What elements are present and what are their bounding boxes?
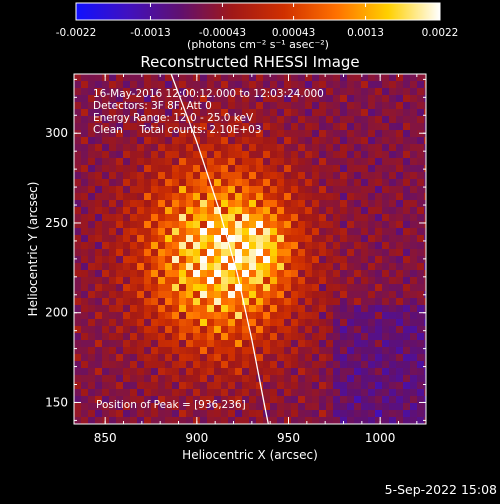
x-tick-label: 900 [185, 431, 208, 445]
annotation-detectors: Detectors: 3F 8F, Att 0 [93, 100, 212, 112]
x-tick-label: 850 [94, 431, 117, 445]
annotation-energy-range: Energy Range: 12.0 - 25.0 keV [93, 112, 254, 124]
footer-date: 5-Sep-2022 15:08 [385, 482, 497, 497]
y-axis-label: Heliocentric Y (arcsec) [26, 182, 40, 317]
y-tick-label: 300 [45, 126, 68, 140]
colorbar-tick-label: -0.00043 [199, 27, 246, 39]
x-axis-label: Heliocentric X (arcsec) [182, 448, 318, 462]
plot-frame [73, 73, 427, 425]
axis-ticks: 850 900 950 1000 150 200 250 300 [45, 74, 426, 445]
x-tick-label: 1000 [365, 431, 396, 445]
colorbar-unit-label: (photons cm⁻² s⁻¹ asec⁻²) [187, 38, 329, 51]
colorbar-tick-label: 0.00043 [272, 27, 315, 39]
y-tick-label: 200 [45, 306, 68, 320]
colorbar [75, 2, 441, 21]
heatmap-image [74, 74, 426, 424]
colorbar-ticks: -0.0022 -0.0013 -0.00043 0.00043 0.0013 0.002… [56, 3, 459, 39]
annotation-peak-position: Position of Peak = [936,236] [96, 399, 246, 411]
annotation-clean-counts: Clean Total counts: 2.10E+03 [93, 124, 262, 136]
y-tick-label: 150 [45, 395, 68, 409]
colorbar-tick-label: -0.0013 [130, 27, 171, 39]
colorbar-tick-label: -0.0022 [56, 27, 97, 39]
annotation-time-range: 16-May-2016 12:00:12.000 to 12:03:24.000 [93, 88, 324, 100]
x-tick-label: 950 [277, 431, 300, 445]
y-tick-label: 250 [45, 216, 68, 230]
chart-title: Reconstructed RHESSI Image [140, 53, 359, 71]
solar-limb-curve [170, 74, 269, 424]
colorbar-tick-label: 0.0022 [422, 27, 459, 39]
colorbar-tick-label: 0.0013 [347, 27, 384, 39]
